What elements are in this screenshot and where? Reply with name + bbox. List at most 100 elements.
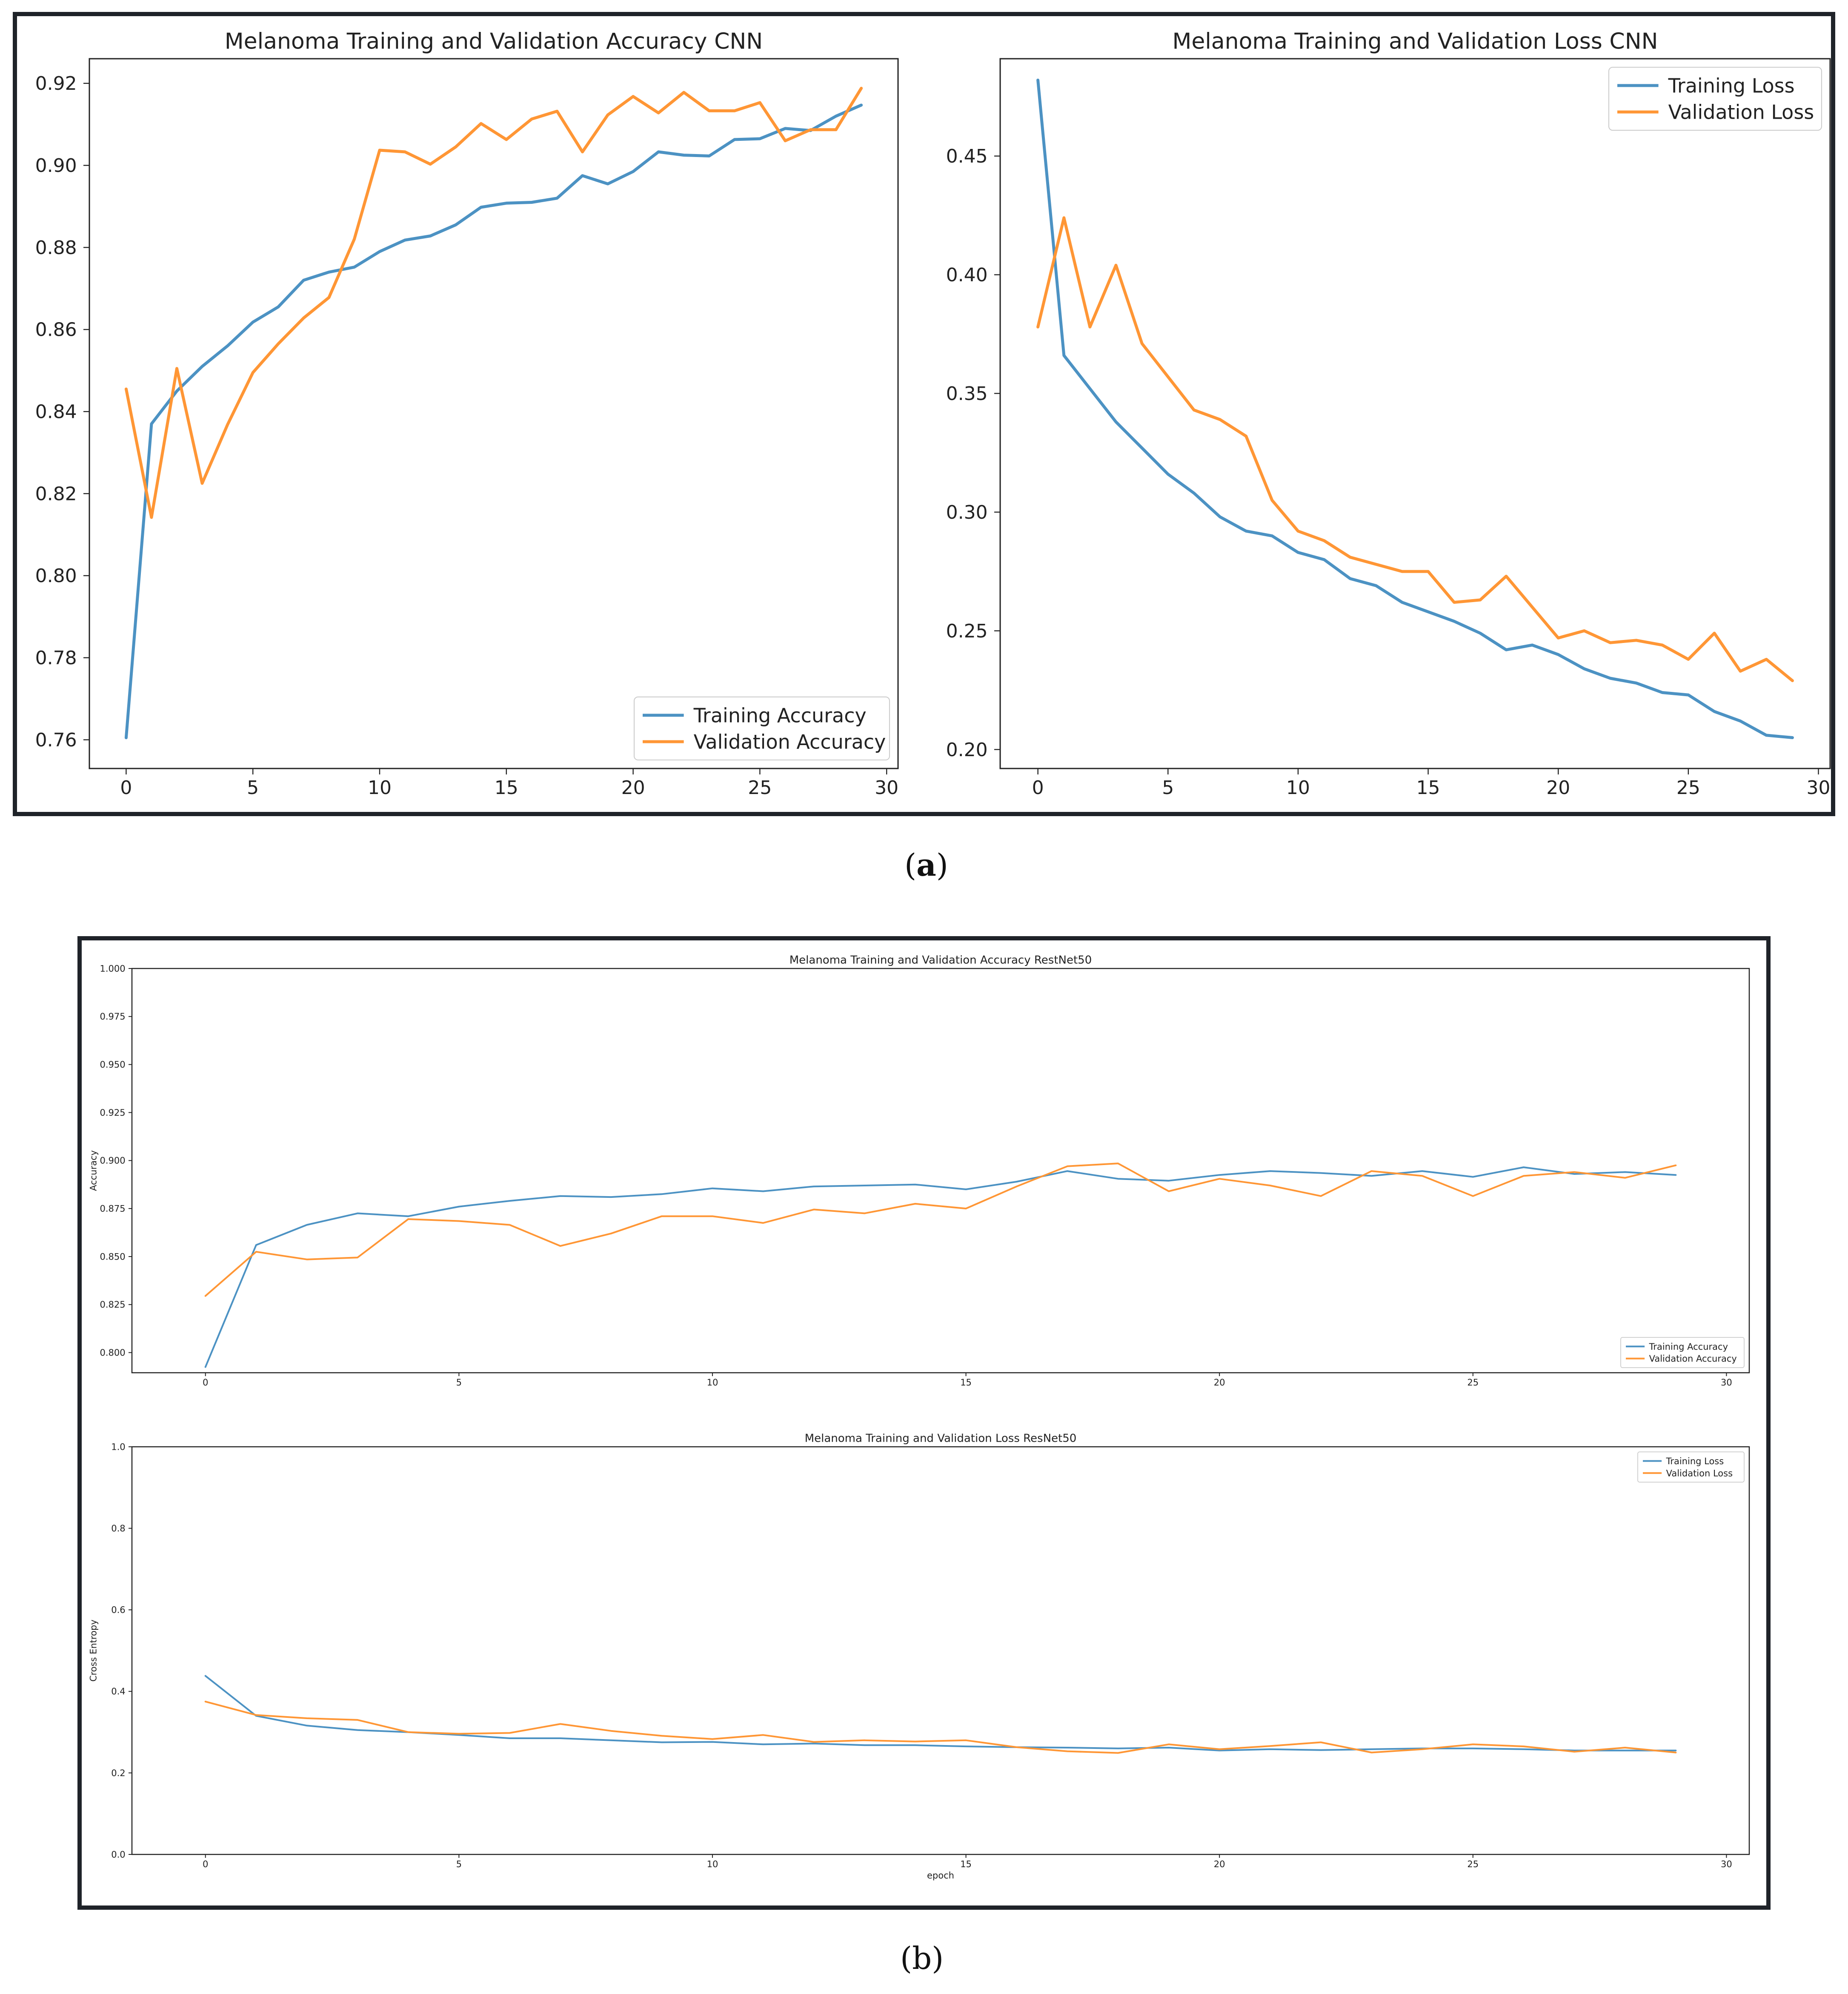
resnet-loss-ytick-label: 1.0 xyxy=(111,1442,125,1452)
cnn-accuracy-ytick-label: 0.92 xyxy=(35,73,77,94)
resnet-accuracy-xtick-label: 5 xyxy=(456,1377,462,1388)
resnet-accuracy-ytick-label: 0.975 xyxy=(100,1011,126,1022)
resnet-accuracy-legend-box xyxy=(1620,1337,1745,1368)
cnn-accuracy-chart: Melanoma Training and Validation Accurac… xyxy=(35,29,899,799)
cnn-accuracy-xtick-label: 30 xyxy=(875,777,898,799)
caption-a-open: ( xyxy=(904,847,917,883)
cnn-accuracy-ytick-label: 0.86 xyxy=(35,319,77,341)
cnn-loss-chart: Melanoma Training and Validation Loss CN… xyxy=(946,29,1831,799)
resnet-loss-ylabel: Cross Entropy xyxy=(88,1620,98,1682)
cnn-loss-xtick-label: 25 xyxy=(1676,777,1700,799)
caption-a-letter: a xyxy=(916,847,936,883)
cnn-loss-ytick-label: 0.35 xyxy=(946,383,988,405)
resnet-accuracy-xtick-label: 30 xyxy=(1721,1377,1732,1388)
cnn-loss-xtick-label: 20 xyxy=(1546,777,1570,799)
resnet-accuracy-ytick-label: 0.800 xyxy=(100,1348,126,1358)
resnet-accuracy-training-accuracy-line xyxy=(204,1166,1677,1368)
resnet-loss-legend-label-training-loss: Training Loss xyxy=(1666,1456,1724,1466)
cnn-accuracy-xtick-label: 10 xyxy=(368,777,392,799)
cnn-accuracy-axes-frame xyxy=(89,58,899,769)
cnn-loss-xtick-label: 5 xyxy=(1162,777,1174,799)
cnn-accuracy-legend-label-validation-accuracy: Validation Accuracy xyxy=(694,731,886,754)
resnet-loss-legend-label-validation-loss: Validation Loss xyxy=(1666,1468,1733,1478)
resnet-loss-title: Melanoma Training and Validation Loss Re… xyxy=(805,1432,1077,1445)
resnet-accuracy-xtick-label: 15 xyxy=(960,1377,972,1388)
resnet-accuracy-ytick-label: 0.875 xyxy=(100,1203,126,1214)
resnet-accuracy-ytick-label: 0.950 xyxy=(100,1060,126,1070)
cnn-loss-ytick-label: 0.45 xyxy=(946,146,988,167)
cnn-accuracy-legend-label-training-accuracy: Training Accuracy xyxy=(693,704,867,727)
cnn-loss-title: Melanoma Training and Validation Loss CN… xyxy=(1172,29,1658,54)
cnn-loss-ytick-label: 0.25 xyxy=(946,620,988,642)
resnet-accuracy-axes-frame xyxy=(131,968,1750,1374)
resnet-loss-ytick-label: 0.4 xyxy=(111,1686,125,1697)
resnet-accuracy-ytick-label: 1.000 xyxy=(100,963,126,974)
cnn-accuracy-title: Melanoma Training and Validation Accurac… xyxy=(225,29,763,54)
resnet-accuracy-validation-accuracy-line xyxy=(204,1163,1677,1297)
cnn-loss-legend-label-validation-loss: Validation Loss xyxy=(1668,101,1814,124)
resnet-accuracy-xtick-label: 25 xyxy=(1467,1377,1479,1388)
resnet-accuracy-ytick-label: 0.825 xyxy=(100,1300,126,1310)
cnn-accuracy-ytick-label: 0.82 xyxy=(35,483,77,505)
cnn-loss-ytick-label: 0.30 xyxy=(946,502,988,523)
resnet-accuracy-legend-label-training-accuracy: Training Accuracy xyxy=(1649,1342,1728,1352)
resnet-accuracy-chart: Melanoma Training and Validation Accurac… xyxy=(88,954,1750,1388)
cnn-loss-xtick-label: 30 xyxy=(1806,777,1830,799)
cnn-accuracy-legend: Training Accuracy Validation Accuracy xyxy=(633,696,890,761)
cnn-accuracy-xtick-label: 15 xyxy=(495,777,518,799)
resnet-loss-chart: Melanoma Training and Validation Loss Re… xyxy=(88,1432,1750,1880)
cnn-loss-xtick-label: 10 xyxy=(1286,777,1310,799)
resnet-accuracy-ytick-label: 0.900 xyxy=(100,1156,126,1166)
cnn-accuracy-ytick-label: 0.80 xyxy=(35,565,77,587)
cnn-accuracy-ytick-label: 0.88 xyxy=(35,237,77,259)
cnn-loss-ytick-label: 0.40 xyxy=(946,264,988,286)
resnet-accuracy-title: Melanoma Training and Validation Accurac… xyxy=(790,954,1092,966)
cnn-loss-legend-box xyxy=(1608,66,1822,131)
cnn-accuracy-ytick-label: 0.84 xyxy=(35,401,77,423)
resnet-accuracy-legend-label-validation-accuracy: Validation Accuracy xyxy=(1649,1354,1737,1364)
resnet-accuracy-legend: Training Accuracy Validation Accuracy xyxy=(1620,1337,1745,1368)
resnet-loss-ytick-label: 0.2 xyxy=(111,1768,125,1778)
resnet-accuracy-ylabel: Accuracy xyxy=(88,1150,98,1191)
cnn-accuracy-xtick-label: 0 xyxy=(120,777,132,799)
resnet-loss-training-loss-line xyxy=(204,1675,1677,1751)
panel-b-frame xyxy=(77,936,1771,1910)
resnet-accuracy-xtick-label: 10 xyxy=(707,1377,718,1388)
resnet-accuracy-ytick-label: 0.850 xyxy=(100,1251,126,1262)
cnn-loss-xtick-label: 15 xyxy=(1416,777,1440,799)
cnn-loss-validation-loss-line xyxy=(1036,216,1794,683)
resnet-loss-xtick-label: 0 xyxy=(203,1859,208,1869)
resnet-accuracy-ytick-label: 0.925 xyxy=(100,1108,126,1118)
resnet-loss-legend: Training Loss Validation Loss xyxy=(1637,1451,1745,1483)
cnn-accuracy-xtick-label: 25 xyxy=(748,777,772,799)
cnn-accuracy-ytick-label: 0.78 xyxy=(35,647,77,669)
panel-a-frame xyxy=(13,12,1835,816)
resnet-loss-xlabel: epoch xyxy=(927,1870,954,1880)
cnn-loss-ytick-label: 0.20 xyxy=(946,739,988,761)
resnet-accuracy-xtick-label: 0 xyxy=(203,1377,208,1388)
cnn-loss-legend-label-training-loss: Training Loss xyxy=(1668,74,1795,97)
caption-b: (b) xyxy=(900,1940,944,1976)
cnn-loss-axes-frame xyxy=(999,58,1831,769)
cnn-accuracy-ytick-label: 0.90 xyxy=(35,155,77,177)
cnn-accuracy-xtick-label: 20 xyxy=(621,777,645,799)
resnet-loss-xtick-label: 15 xyxy=(960,1859,972,1869)
resnet-loss-validation-loss-line xyxy=(204,1700,1677,1754)
resnet-loss-ytick-label: 0.6 xyxy=(111,1605,125,1615)
resnet-loss-ytick-label: 0.0 xyxy=(111,1849,125,1860)
resnet-loss-ytick-label: 0.8 xyxy=(111,1523,125,1534)
resnet-loss-axes-frame xyxy=(131,1446,1750,1855)
cnn-accuracy-validation-accuracy-line xyxy=(124,86,863,519)
cnn-accuracy-legend-box xyxy=(633,696,890,761)
resnet-loss-xtick-label: 5 xyxy=(456,1859,462,1869)
cnn-accuracy-xtick-label: 5 xyxy=(247,777,259,799)
cnn-loss-training-loss-line xyxy=(1036,78,1794,739)
resnet-loss-xtick-label: 30 xyxy=(1721,1859,1732,1869)
resnet-accuracy-xtick-label: 20 xyxy=(1214,1377,1225,1388)
caption-a: (a) xyxy=(904,847,948,883)
cnn-loss-legend: Training Loss Validation Loss xyxy=(1608,66,1822,131)
resnet-loss-xtick-label: 20 xyxy=(1214,1859,1225,1869)
cnn-accuracy-ytick-label: 0.76 xyxy=(35,729,77,751)
resnet-loss-legend-box xyxy=(1637,1451,1745,1483)
cnn-accuracy-training-accuracy-line xyxy=(124,103,863,740)
